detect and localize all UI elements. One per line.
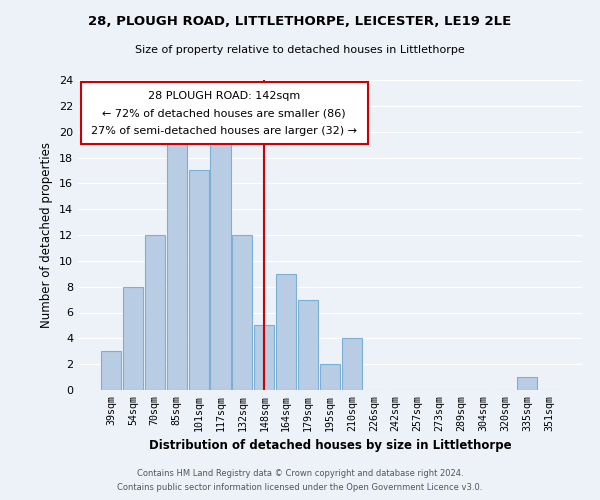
Text: ← 72% of detached houses are smaller (86): ← 72% of detached houses are smaller (86… xyxy=(103,108,346,118)
Bar xyxy=(123,286,143,390)
Bar xyxy=(145,235,165,390)
Bar xyxy=(211,132,230,390)
X-axis label: Distribution of detached houses by size in Littlethorpe: Distribution of detached houses by size … xyxy=(149,439,511,452)
Text: Size of property relative to detached houses in Littlethorpe: Size of property relative to detached ho… xyxy=(135,45,465,55)
Y-axis label: Number of detached properties: Number of detached properties xyxy=(40,142,53,328)
Text: 27% of semi-detached houses are larger (32) →: 27% of semi-detached houses are larger (… xyxy=(91,126,357,136)
Bar xyxy=(232,235,253,390)
Text: Contains public sector information licensed under the Open Government Licence v3: Contains public sector information licen… xyxy=(118,484,482,492)
Bar xyxy=(517,377,537,390)
Bar xyxy=(342,338,362,390)
Text: Contains HM Land Registry data © Crown copyright and database right 2024.: Contains HM Land Registry data © Crown c… xyxy=(137,468,463,477)
Bar xyxy=(276,274,296,390)
Bar xyxy=(298,300,318,390)
Bar xyxy=(320,364,340,390)
Text: 28, PLOUGH ROAD, LITTLETHORPE, LEICESTER, LE19 2LE: 28, PLOUGH ROAD, LITTLETHORPE, LEICESTER… xyxy=(88,15,512,28)
Bar xyxy=(254,326,274,390)
Bar xyxy=(101,351,121,390)
FancyBboxPatch shape xyxy=(80,82,368,144)
Text: 28 PLOUGH ROAD: 142sqm: 28 PLOUGH ROAD: 142sqm xyxy=(148,91,300,101)
Bar xyxy=(167,132,187,390)
Bar xyxy=(188,170,209,390)
